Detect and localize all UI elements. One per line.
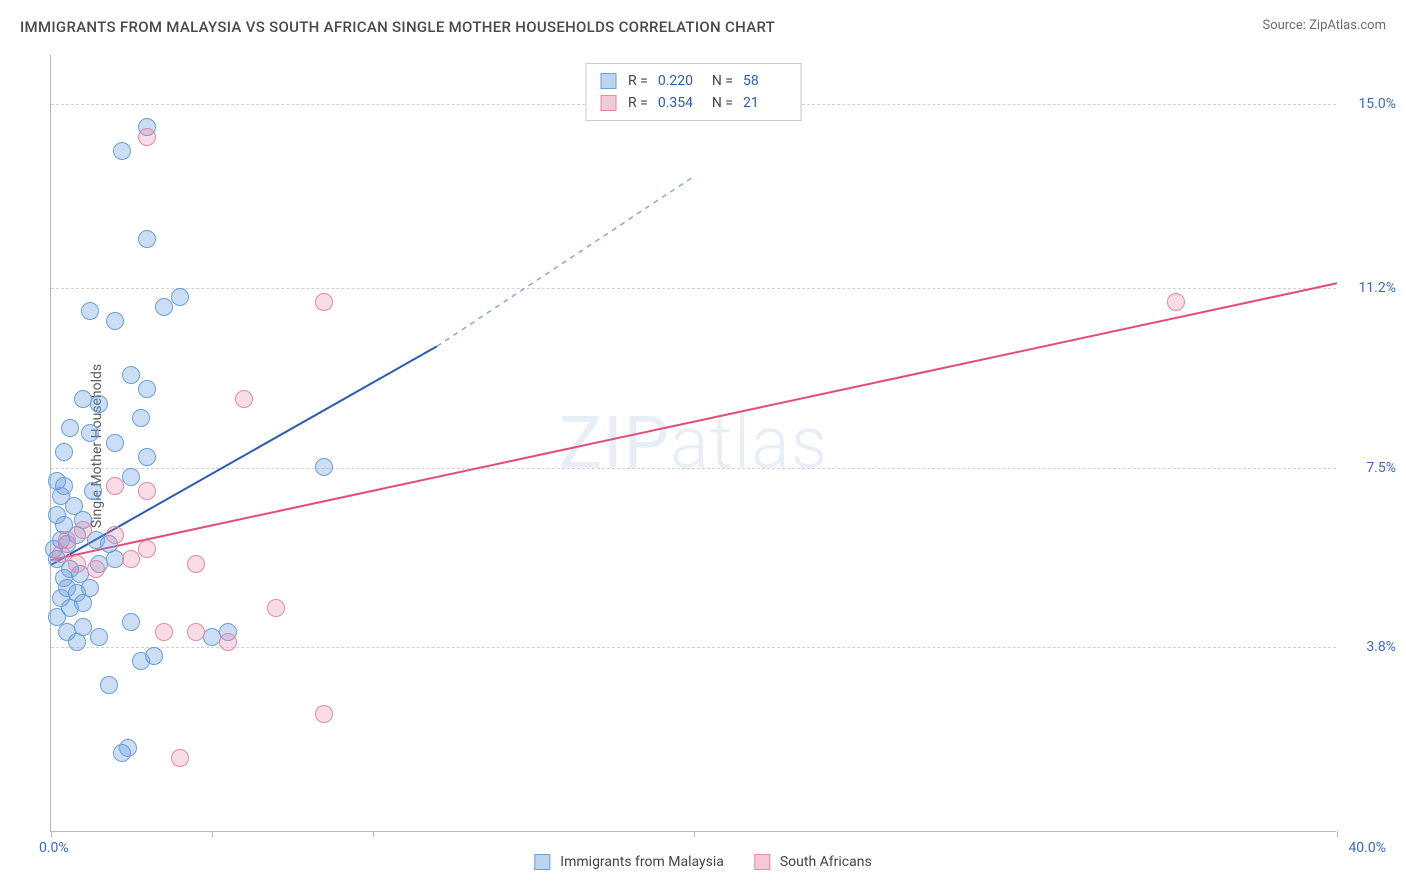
scatter-point bbox=[138, 540, 156, 558]
scatter-point bbox=[138, 448, 156, 466]
chart-title: IMMIGRANTS FROM MALAYSIA VS SOUTH AFRICA… bbox=[20, 18, 775, 36]
scatter-point bbox=[68, 633, 86, 651]
legend-swatch bbox=[600, 95, 616, 111]
chart-plot-area: ZIPatlas R =0.220N =58R =0.354N =21 0.0%… bbox=[50, 55, 1336, 832]
scatter-point bbox=[81, 302, 99, 320]
scatter-point bbox=[219, 633, 237, 651]
scatter-point bbox=[235, 390, 253, 408]
legend-item: Immigrants from Malaysia bbox=[534, 854, 724, 870]
x-axis-max-label: 40.0% bbox=[1348, 840, 1386, 856]
y-tick-label: 7.5% bbox=[1366, 460, 1396, 476]
scatter-point bbox=[58, 531, 76, 549]
scatter-point bbox=[138, 482, 156, 500]
scatter-point bbox=[100, 676, 118, 694]
scatter-point bbox=[55, 477, 73, 495]
scatter-point bbox=[48, 506, 66, 524]
legend-r-value: 0.220 bbox=[658, 70, 702, 92]
x-tick bbox=[694, 831, 695, 837]
scatter-point bbox=[106, 434, 124, 452]
scatter-point bbox=[68, 555, 86, 573]
scatter-point bbox=[138, 230, 156, 248]
legend-swatch bbox=[754, 854, 770, 870]
legend-label: South Africans bbox=[780, 854, 872, 870]
scatter-point bbox=[55, 443, 73, 461]
scatter-point bbox=[145, 647, 163, 665]
x-tick bbox=[1337, 831, 1338, 837]
legend-r-label: R = bbox=[628, 70, 648, 92]
scatter-point bbox=[106, 477, 124, 495]
gridline bbox=[51, 647, 1336, 648]
scatter-point bbox=[171, 288, 189, 306]
scatter-point bbox=[187, 623, 205, 641]
scatter-point bbox=[106, 312, 124, 330]
legend-swatch bbox=[534, 854, 550, 870]
trend-lines bbox=[51, 55, 1337, 832]
scatter-point bbox=[132, 409, 150, 427]
scatter-point bbox=[138, 380, 156, 398]
y-tick-label: 15.0% bbox=[1358, 96, 1396, 112]
legend-n-value: 58 bbox=[743, 70, 787, 92]
scatter-point bbox=[119, 739, 137, 757]
scatter-point bbox=[87, 560, 105, 578]
scatter-point bbox=[155, 623, 173, 641]
legend-swatch bbox=[600, 73, 616, 89]
legend-row: R = 0.220 N = 58 bbox=[600, 70, 787, 92]
series-legend: Immigrants from Malaysia South Africans bbox=[534, 854, 871, 870]
x-tick bbox=[212, 831, 213, 837]
scatter-point bbox=[84, 482, 102, 500]
legend-r-value: 0.354 bbox=[658, 92, 702, 114]
correlation-legend: R = 0.220 N = 58 R = 0.354 N = 21 bbox=[585, 63, 802, 121]
scatter-point bbox=[138, 128, 156, 146]
gridline bbox=[51, 288, 1336, 289]
legend-row: R = 0.354 N = 21 bbox=[600, 92, 787, 114]
scatter-point bbox=[90, 628, 108, 646]
x-tick bbox=[373, 831, 374, 837]
source-attribution: Source: ZipAtlas.com bbox=[1262, 18, 1386, 33]
scatter-point bbox=[122, 550, 140, 568]
scatter-point bbox=[74, 390, 92, 408]
scatter-point bbox=[61, 419, 79, 437]
gridline bbox=[51, 468, 1336, 469]
y-tick-label: 11.2% bbox=[1358, 280, 1396, 296]
scatter-point bbox=[81, 424, 99, 442]
scatter-point bbox=[122, 366, 140, 384]
watermark: ZIPatlas bbox=[559, 401, 828, 486]
scatter-point bbox=[122, 613, 140, 631]
x-tick bbox=[51, 831, 52, 837]
scatter-point bbox=[106, 526, 124, 544]
y-tick-label: 3.8% bbox=[1366, 639, 1396, 655]
scatter-point bbox=[122, 468, 140, 486]
scatter-point bbox=[113, 142, 131, 160]
scatter-point bbox=[315, 458, 333, 476]
legend-label: Immigrants from Malaysia bbox=[560, 854, 724, 870]
legend-n-label: N = bbox=[712, 92, 733, 114]
scatter-point bbox=[74, 521, 92, 539]
scatter-point bbox=[187, 555, 205, 573]
scatter-point bbox=[1167, 293, 1185, 311]
legend-item: South Africans bbox=[754, 854, 872, 870]
legend-r-label: R = bbox=[628, 92, 648, 114]
x-axis-min-label: 0.0% bbox=[39, 840, 69, 856]
legend-n-value: 21 bbox=[743, 92, 787, 114]
scatter-point bbox=[155, 298, 173, 316]
legend-n-label: N = bbox=[712, 70, 733, 92]
scatter-point bbox=[267, 599, 285, 617]
scatter-point bbox=[90, 395, 108, 413]
scatter-point bbox=[315, 705, 333, 723]
scatter-point bbox=[171, 749, 189, 767]
scatter-point bbox=[315, 293, 333, 311]
